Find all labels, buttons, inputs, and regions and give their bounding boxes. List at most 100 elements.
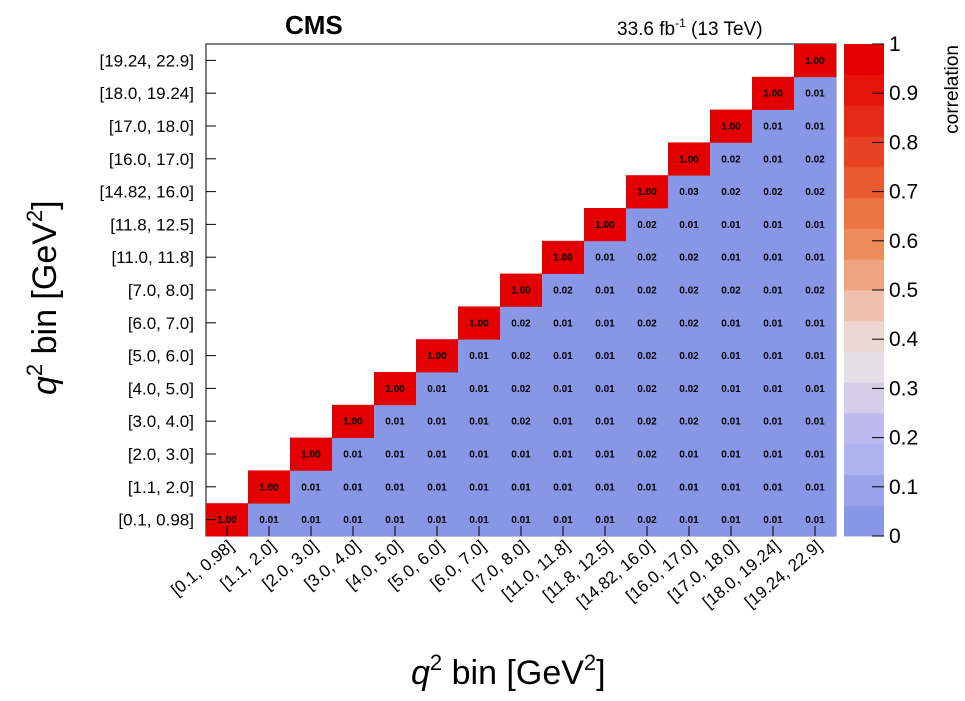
heatmap-cell (542, 306, 585, 340)
heatmap-cell-value: 0.01 (259, 515, 279, 526)
heatmap-cell-value: 0.01 (763, 482, 783, 493)
heatmap-cell-value: 0.01 (805, 318, 825, 329)
heatmap-cell-value: 0.02 (637, 384, 657, 395)
y-tick-label: [6.0, 7.0] (128, 314, 194, 333)
heatmap-cell (668, 142, 711, 176)
heatmap-cell-value: 0.01 (427, 450, 447, 461)
heatmap-cell-value: 0.01 (385, 417, 405, 428)
heatmap-cell (458, 404, 501, 438)
heatmap-cell (248, 470, 291, 504)
y-tick-label: [19.24, 22.9] (99, 51, 194, 70)
color-scale-segment (844, 167, 884, 199)
color-scale-segment (844, 351, 884, 383)
heatmap-cell (710, 306, 753, 340)
heatmap-cell-value: 0.01 (679, 450, 699, 461)
heatmap-cell (752, 470, 795, 504)
heatmap-cell-value: 0.01 (763, 515, 783, 526)
heatmap-cell-value: 0.01 (427, 417, 447, 428)
heatmap-cell-value: 0.01 (721, 351, 741, 362)
heatmap-cell (290, 470, 333, 504)
x-axis-ticks: [0.1, 0.98][1.1, 2.0][2.0, 3.0][3.0, 4.0… (167, 526, 826, 612)
heatmap-cell-value: 0.01 (553, 515, 573, 526)
heatmap-cell (710, 470, 753, 504)
heatmap-cell-value: 0.02 (679, 253, 699, 264)
heatmap-cell (794, 372, 837, 406)
heatmap-cell (668, 470, 711, 504)
heatmap-cell (668, 437, 711, 471)
color-scale-segment (844, 44, 884, 76)
heatmap-cell (752, 109, 795, 143)
heatmap-cell-value: 0.01 (595, 318, 615, 329)
heatmap-cell (668, 273, 711, 307)
heatmap-cell-value: 0.01 (805, 450, 825, 461)
heatmap-cell (710, 437, 753, 471)
y-tick-label: [11.0, 11.8] (111, 248, 194, 267)
heatmap-cell (794, 76, 837, 110)
heatmap-cell-value: 1.00 (427, 351, 447, 362)
heatmap-cell (752, 404, 795, 438)
heatmap-cell-value: 0.01 (679, 482, 699, 493)
heatmap-cell-value: 1.00 (385, 384, 405, 395)
heatmap-cell-value: 0.01 (805, 482, 825, 493)
color-scale-segment (844, 443, 884, 475)
heatmap-cell (374, 372, 417, 406)
experiment-label: CMS (285, 10, 343, 40)
y-tick-label: [0.1, 0.98] (118, 511, 194, 530)
heatmap-cell-value: 0.01 (721, 384, 741, 395)
heatmap-cell (752, 437, 795, 471)
heatmap-cell (794, 306, 837, 340)
heatmap-cell (374, 404, 417, 438)
heatmap-cell (416, 372, 459, 406)
heatmap-cell-value: 0.01 (553, 318, 573, 329)
heatmap-cell-value: 1.00 (217, 515, 237, 526)
color-scale-segment (844, 74, 884, 106)
heatmap-cell (458, 372, 501, 406)
heatmap-cell-value: 0.01 (427, 482, 447, 493)
heatmap-cell-value: 0.02 (721, 154, 741, 165)
heatmap-cell-value: 1.00 (721, 122, 741, 133)
heatmap-cell (794, 470, 837, 504)
heatmap-cell-value: 0.01 (427, 515, 447, 526)
heatmap-cell (710, 240, 753, 274)
color-scale-segment (844, 228, 884, 260)
heatmap-cell-value: 0.01 (553, 351, 573, 362)
heatmap-cell (584, 339, 627, 373)
heatmap-cell (752, 273, 795, 307)
heatmap-cell (794, 240, 837, 274)
heatmap-cell (584, 372, 627, 406)
heatmap-cell-value: 0.02 (511, 318, 531, 329)
heatmap-cell (668, 339, 711, 373)
heatmap-cell-value: 0.02 (637, 253, 657, 264)
heatmap-cell (626, 306, 669, 340)
heatmap-cell (794, 339, 837, 373)
heatmap-cell (794, 208, 837, 242)
heatmap-cell-value: 1.00 (595, 220, 615, 231)
heatmap-cell-value: 0.01 (805, 351, 825, 362)
heatmap-cell (626, 470, 669, 504)
heatmap-cell (752, 372, 795, 406)
heatmap-cell-value: 0.01 (679, 515, 699, 526)
heatmap-cell-value: 1.00 (805, 56, 825, 67)
heatmap-cell (458, 339, 501, 373)
heatmap-cell-value: 0.01 (427, 384, 447, 395)
heatmap-cell (500, 404, 543, 438)
heatmap-cell-value: 0.01 (763, 384, 783, 395)
color-scale-tick-label: 0.7 (889, 181, 918, 204)
heatmap-cell-value: 0.02 (637, 450, 657, 461)
heatmap-cell-value: 0.02 (637, 318, 657, 329)
heatmap-cell-value: 1.00 (511, 286, 531, 297)
y-tick-label: [5.0, 6.0] (128, 347, 194, 366)
heatmap-cell-value: 1.00 (259, 482, 279, 493)
heatmap-cell (710, 208, 753, 242)
heatmap-cell-value: 0.01 (595, 253, 615, 264)
heatmap-cell-value: 0.01 (721, 515, 741, 526)
heatmap-cell-value: 0.01 (763, 253, 783, 264)
heatmap-cell-value: 0.01 (721, 253, 741, 264)
heatmap-cell-value: 0.02 (637, 286, 657, 297)
heatmap-cell (752, 208, 795, 242)
heatmap-cell-value: 0.01 (301, 515, 321, 526)
heatmap-cell-value: 0.01 (553, 384, 573, 395)
heatmap-cell (584, 208, 627, 242)
heatmap-cell-value: 0.01 (721, 482, 741, 493)
heatmap-cell-value: 0.01 (763, 351, 783, 362)
